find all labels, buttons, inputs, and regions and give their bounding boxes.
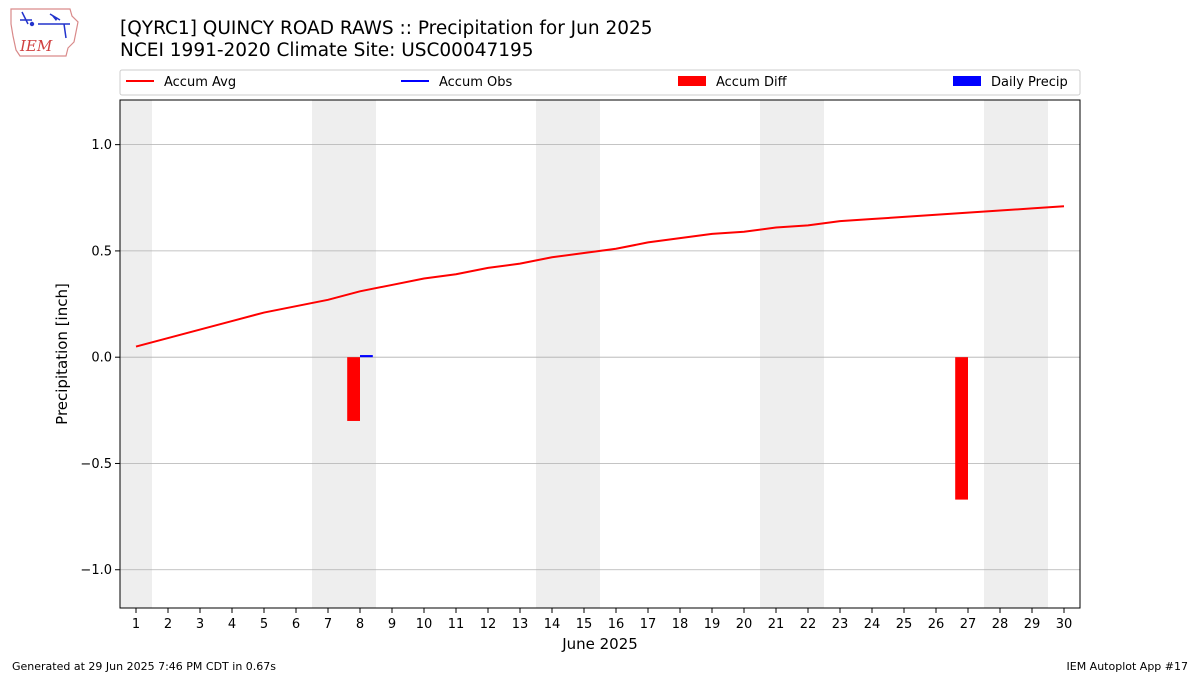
weekend-shading [120, 100, 1048, 608]
x-tick-label: 7 [324, 617, 332, 632]
x-tick-label: 2 [164, 617, 172, 632]
x-tick-label: 28 [992, 617, 1009, 632]
accum-diff-bar [955, 357, 968, 500]
y-tick-label: 0.0 [91, 351, 112, 366]
weekend-band [984, 100, 1016, 608]
weekend-band [312, 100, 344, 608]
lines [135, 205, 1065, 348]
chart-title: [QYRC1] QUINCY ROAD RAWS :: Precipitatio… [120, 18, 653, 39]
weekend-band [120, 100, 152, 608]
x-tick-label: 23 [832, 617, 849, 632]
accum-avg-line [135, 205, 1065, 348]
generated-timestamp: Generated at 29 Jun 2025 7:46 PM CDT in … [12, 660, 277, 673]
x-tick-label: 24 [864, 617, 881, 632]
weekend-band [536, 100, 568, 608]
x-tick-label: 9 [388, 617, 396, 632]
chart-subtitle: NCEI 1991-2020 Climate Site: USC00047195 [120, 40, 534, 61]
logo-text: IEM [19, 37, 53, 55]
x-tick-label: 22 [800, 617, 817, 632]
weekend-band [344, 100, 376, 608]
x-tick-label: 27 [960, 617, 977, 632]
iem-logo: IEM [10, 8, 79, 57]
weekend-band [760, 100, 792, 608]
x-tick-label: 18 [672, 617, 689, 632]
x-tick-label: 16 [608, 617, 625, 632]
x-axis-label: June 2025 [561, 635, 638, 653]
weekend-band [1016, 100, 1048, 608]
x-tick-label: 20 [736, 617, 753, 632]
plot-frame [119, 99, 1081, 609]
legend-box [119, 69, 1081, 96]
legend-label: Accum Obs [439, 75, 512, 90]
legend-label: Accum Diff [716, 75, 788, 90]
x-tick-label: 26 [928, 617, 945, 632]
x-axis-ticks: 1 2 3 4 5 6 7 8 9 10 11 12 13 14 15 16 17 18 19 20 21 22 23 24 2… [132, 608, 1072, 632]
y-tick-label: 0.5 [91, 244, 112, 259]
x-tick-label: 15 [576, 617, 593, 632]
x-tick-label: 10 [416, 617, 433, 632]
x-tick-label: 29 [1024, 617, 1041, 632]
x-tick-label: 11 [448, 617, 465, 632]
legend-swatch-bar [953, 76, 981, 86]
x-tick-label: 25 [896, 617, 913, 632]
accum-diff-bar [347, 357, 360, 421]
legend-label: Daily Precip [991, 75, 1068, 90]
legend: Accum Avg Accum Obs Accum Diff Daily Precip [119, 69, 1081, 96]
x-tick-label: 4 [228, 617, 236, 632]
bars [347, 355, 968, 500]
weekend-band [792, 100, 824, 608]
y-axis-ticks: 1.0 0.5 0.0 −0.5 −1.0 [80, 138, 120, 578]
x-tick-label: 1 [132, 617, 140, 632]
x-tick-label: 13 [512, 617, 529, 632]
legend-swatch-bar [678, 76, 706, 86]
daily-precip-bar [360, 355, 373, 358]
x-tick-label: 6 [292, 617, 300, 632]
x-tick-label: 30 [1056, 617, 1073, 632]
y-tick-label: −1.0 [80, 563, 112, 578]
x-tick-label: 14 [544, 617, 561, 632]
x-tick-label: 5 [260, 617, 268, 632]
y-tick-label: −0.5 [80, 457, 112, 472]
y-tick-label: 1.0 [91, 138, 112, 153]
x-tick-label: 21 [768, 617, 785, 632]
y-axis-label: Precipitation [inch] [53, 283, 71, 425]
x-tick-label: 12 [480, 617, 497, 632]
weekend-band [568, 100, 600, 608]
x-tick-label: 17 [640, 617, 657, 632]
app-label: IEM Autoplot App #17 [1066, 660, 1189, 673]
x-tick-label: 8 [356, 617, 364, 632]
x-tick-label: 3 [196, 617, 204, 632]
legend-label: Accum Avg [164, 75, 236, 90]
x-tick-label: 19 [704, 617, 721, 632]
